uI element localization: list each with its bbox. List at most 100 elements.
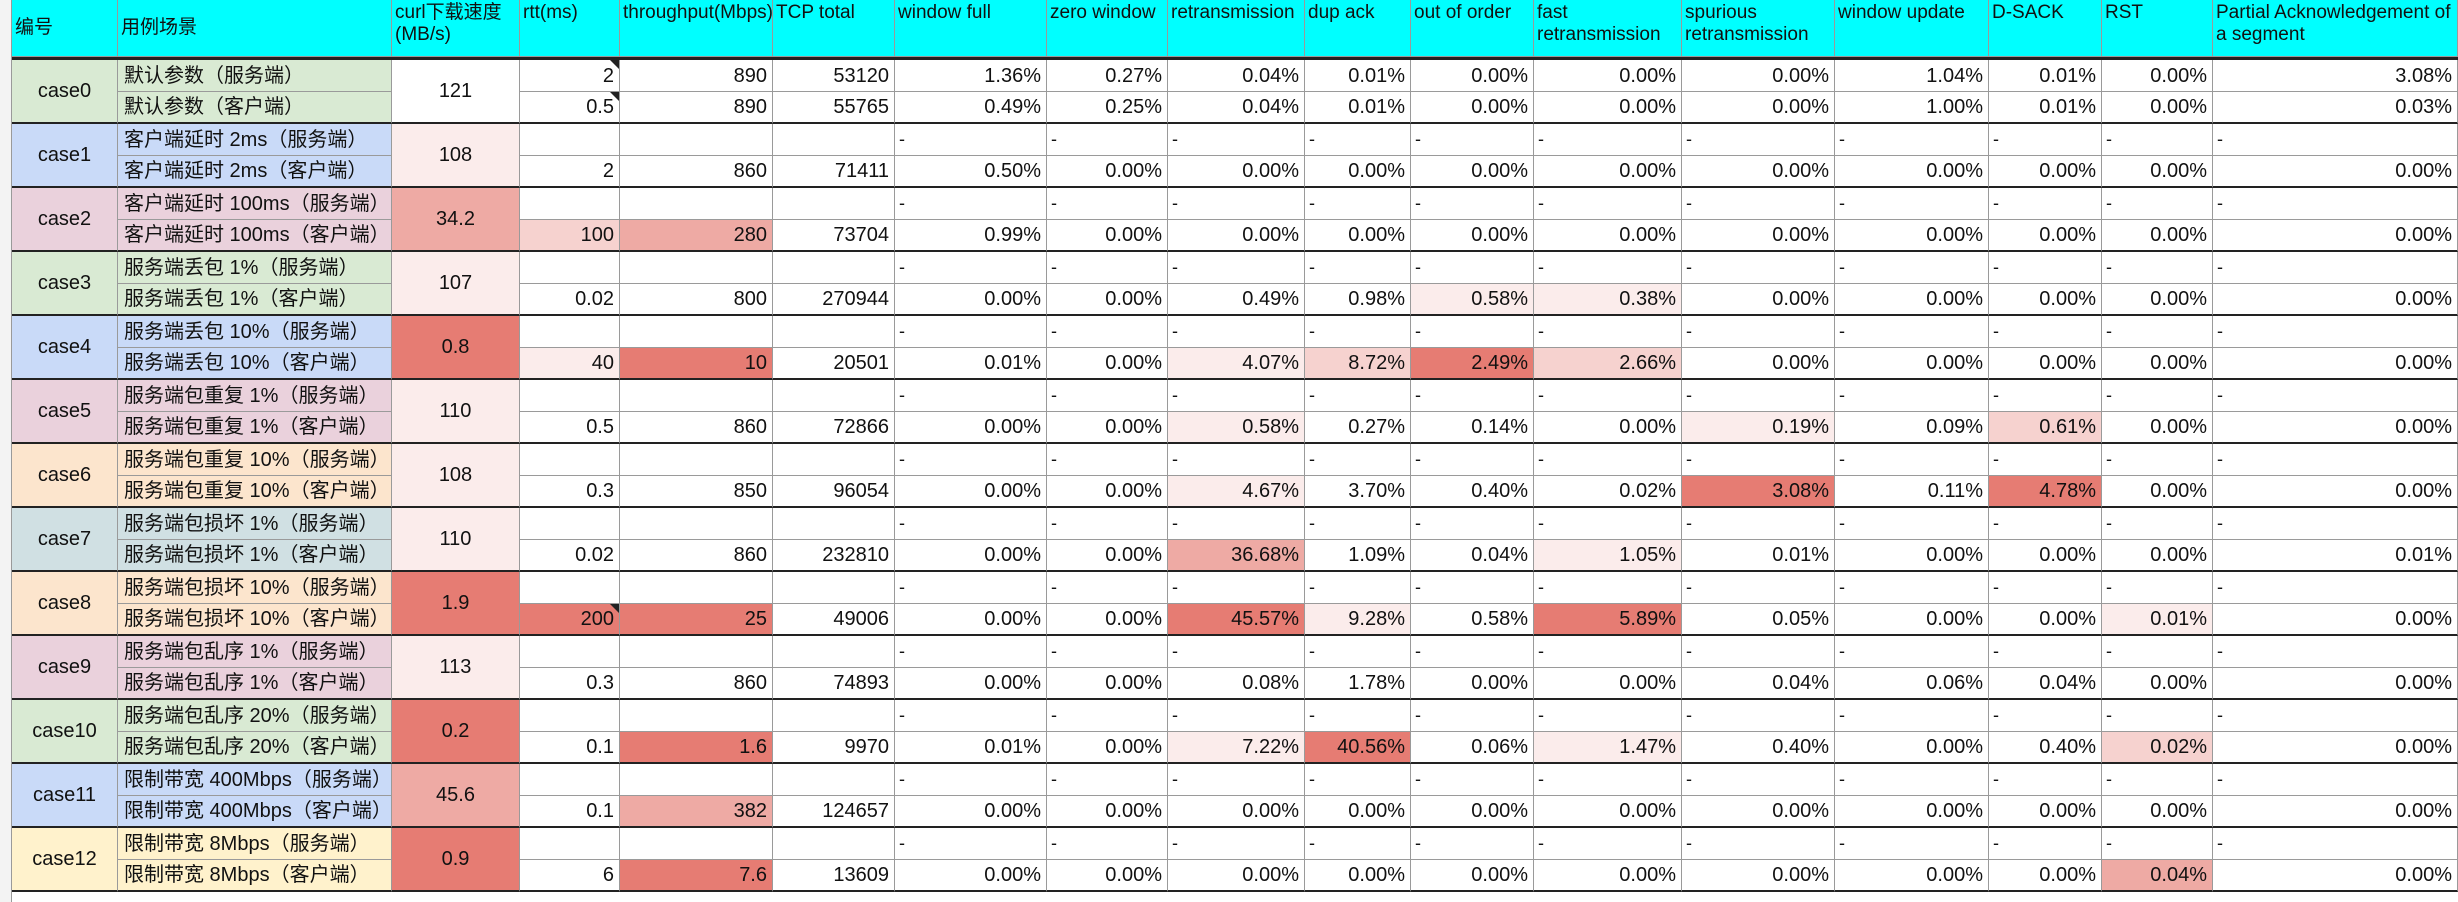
value-cell-throughput-mbps[interactable]: 280	[620, 220, 773, 252]
value-cell-window-update[interactable]: -	[1835, 252, 1989, 284]
value-cell-rst[interactable]: -	[2102, 124, 2213, 156]
case-id-cell[interactable]: case9	[12, 636, 118, 700]
scenario-cell[interactable]: 服务端包损坏 10%（客户端）	[118, 604, 392, 636]
value-cell-dup-ack[interactable]: -	[1305, 188, 1411, 220]
value-cell-zero-window[interactable]: 0.00%	[1047, 284, 1168, 316]
value-cell-window-update[interactable]: 0.00%	[1835, 220, 1989, 252]
value-cell-out-of-order[interactable]: 2.49%	[1411, 348, 1534, 380]
value-cell-zero-window[interactable]: 0.00%	[1047, 156, 1168, 188]
case-id-cell[interactable]: case5	[12, 380, 118, 444]
value-cell-spurious-retransmission[interactable]: -	[1682, 124, 1835, 156]
value-cell-dup-ack[interactable]: 0.00%	[1305, 796, 1411, 828]
value-cell-partial-acknowledgement-of-a-segment[interactable]: 0.00%	[2213, 860, 2458, 892]
value-cell-window-update[interactable]: -	[1835, 444, 1989, 476]
value-cell-zero-window[interactable]: 0.00%	[1047, 860, 1168, 892]
value-cell-tcp-total[interactable]: 74893	[773, 668, 895, 700]
value-cell-dup-ack[interactable]: -	[1305, 380, 1411, 412]
value-cell-out-of-order[interactable]: -	[1411, 508, 1534, 540]
value-cell-zero-window[interactable]: 0.00%	[1047, 412, 1168, 444]
value-cell-window-full[interactable]: -	[895, 764, 1047, 796]
value-cell-zero-window[interactable]: 0.00%	[1047, 604, 1168, 636]
value-cell-retransmission[interactable]: -	[1168, 508, 1305, 540]
value-cell-rst[interactable]: 0.00%	[2102, 348, 2213, 380]
value-cell-throughput-mbps[interactable]: 850	[620, 476, 773, 508]
value-cell-spurious-retransmission[interactable]: -	[1682, 508, 1835, 540]
value-cell-d-sack[interactable]: -	[1989, 700, 2102, 732]
value-cell-dup-ack[interactable]: 9.28%	[1305, 604, 1411, 636]
value-cell-zero-window[interactable]: 0.27%	[1047, 60, 1168, 92]
value-cell-rtt-ms[interactable]: 6	[520, 860, 620, 892]
download-speed-cell[interactable]: 121	[392, 60, 520, 124]
value-cell-fast-retransmission[interactable]: -	[1534, 316, 1682, 348]
value-cell-retransmission[interactable]: 7.22%	[1168, 732, 1305, 764]
value-cell-spurious-retransmission[interactable]: 0.00%	[1682, 60, 1835, 92]
value-cell-throughput-mbps[interactable]: 25	[620, 604, 773, 636]
value-cell-out-of-order[interactable]: 0.04%	[1411, 540, 1534, 572]
value-cell-out-of-order[interactable]: 0.40%	[1411, 476, 1534, 508]
header-spurious-retransmission[interactable]: spurious retransmission	[1682, 0, 1835, 57]
value-cell-rst[interactable]: 0.00%	[2102, 412, 2213, 444]
value-cell-window-full[interactable]: 0.50%	[895, 156, 1047, 188]
header-window-full[interactable]: window full	[895, 0, 1047, 57]
value-cell-d-sack[interactable]: 0.00%	[1989, 348, 2102, 380]
scenario-cell[interactable]: 客户端延时 2ms（服务端）	[118, 124, 392, 156]
value-cell-rtt-ms[interactable]	[520, 636, 620, 668]
value-cell-dup-ack[interactable]: 0.00%	[1305, 220, 1411, 252]
value-cell-zero-window[interactable]: 0.00%	[1047, 732, 1168, 764]
value-cell-partial-acknowledgement-of-a-segment[interactable]: -	[2213, 252, 2458, 284]
value-cell-tcp-total[interactable]	[773, 316, 895, 348]
value-cell-dup-ack[interactable]: -	[1305, 252, 1411, 284]
value-cell-zero-window[interactable]: 0.25%	[1047, 92, 1168, 124]
value-cell-spurious-retransmission[interactable]: -	[1682, 572, 1835, 604]
value-cell-d-sack[interactable]: 0.01%	[1989, 92, 2102, 124]
value-cell-window-full[interactable]: 0.01%	[895, 732, 1047, 764]
value-cell-zero-window[interactable]: -	[1047, 124, 1168, 156]
value-cell-tcp-total[interactable]	[773, 380, 895, 412]
case-id-cell[interactable]: case3	[12, 252, 118, 316]
value-cell-window-full[interactable]: 1.36%	[895, 60, 1047, 92]
value-cell-out-of-order[interactable]: -	[1411, 124, 1534, 156]
scenario-cell[interactable]: 限制带宽 8Mbps（服务端）	[118, 828, 392, 860]
header-rst[interactable]: RST	[2102, 0, 2213, 57]
value-cell-rst[interactable]: 0.00%	[2102, 156, 2213, 188]
header-col-0[interactable]: 编号	[12, 0, 118, 57]
scenario-cell[interactable]: 服务端丢包 1%（客户端）	[118, 284, 392, 316]
value-cell-fast-retransmission[interactable]: -	[1534, 636, 1682, 668]
value-cell-window-update[interactable]: -	[1835, 188, 1989, 220]
value-cell-rst[interactable]: -	[2102, 380, 2213, 412]
value-cell-window-update[interactable]: 0.00%	[1835, 860, 1989, 892]
value-cell-spurious-retransmission[interactable]: 0.00%	[1682, 156, 1835, 188]
value-cell-d-sack[interactable]: -	[1989, 764, 2102, 796]
value-cell-partial-acknowledgement-of-a-segment[interactable]: 0.00%	[2213, 796, 2458, 828]
value-cell-rtt-ms[interactable]: 40	[520, 348, 620, 380]
value-cell-retransmission[interactable]: -	[1168, 700, 1305, 732]
case-id-cell[interactable]: case0	[12, 60, 118, 124]
value-cell-zero-window[interactable]: 0.00%	[1047, 348, 1168, 380]
value-cell-rtt-ms[interactable]: 0.5	[520, 92, 620, 124]
value-cell-d-sack[interactable]: 0.01%	[1989, 60, 2102, 92]
value-cell-window-full[interactable]: -	[895, 188, 1047, 220]
scenario-cell[interactable]: 服务端包重复 10%（服务端）	[118, 444, 392, 476]
value-cell-out-of-order[interactable]: -	[1411, 636, 1534, 668]
value-cell-tcp-total[interactable]	[773, 252, 895, 284]
value-cell-out-of-order[interactable]: 0.00%	[1411, 796, 1534, 828]
value-cell-throughput-mbps[interactable]: 860	[620, 156, 773, 188]
value-cell-spurious-retransmission[interactable]: -	[1682, 764, 1835, 796]
value-cell-throughput-mbps[interactable]: 890	[620, 60, 773, 92]
value-cell-tcp-total[interactable]: 270944	[773, 284, 895, 316]
value-cell-zero-window[interactable]: -	[1047, 636, 1168, 668]
case-id-cell[interactable]: case4	[12, 316, 118, 380]
value-cell-spurious-retransmission[interactable]: 0.01%	[1682, 540, 1835, 572]
value-cell-retransmission[interactable]: 0.58%	[1168, 412, 1305, 444]
value-cell-rst[interactable]: 0.04%	[2102, 860, 2213, 892]
value-cell-rst[interactable]: -	[2102, 444, 2213, 476]
value-cell-window-full[interactable]: 0.01%	[895, 348, 1047, 380]
scenario-cell[interactable]: 默认参数（客户端）	[118, 92, 392, 124]
value-cell-d-sack[interactable]: -	[1989, 636, 2102, 668]
value-cell-out-of-order[interactable]: -	[1411, 828, 1534, 860]
scenario-cell[interactable]: 服务端包重复 1%（客户端）	[118, 412, 392, 444]
value-cell-dup-ack[interactable]: 3.70%	[1305, 476, 1411, 508]
value-cell-tcp-total[interactable]	[773, 700, 895, 732]
value-cell-d-sack[interactable]: -	[1989, 380, 2102, 412]
scenario-cell[interactable]: 服务端包重复 10%（客户端）	[118, 476, 392, 508]
